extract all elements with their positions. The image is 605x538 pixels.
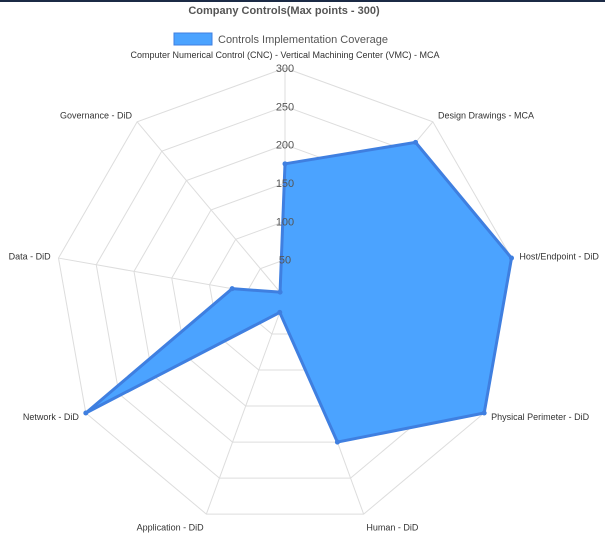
legend-swatch[interactable] — [173, 32, 213, 46]
category-label-8: Governance - DiD — [60, 111, 133, 121]
data-point-4[interactable] — [334, 439, 340, 445]
data-point-0[interactable] — [282, 161, 288, 167]
tick-label-1: 100 — [276, 216, 294, 228]
series-area-0[interactable] — [84, 140, 514, 444]
data-point-8[interactable] — [277, 289, 283, 295]
data-point-2[interactable] — [509, 255, 515, 261]
tick-label-5: 300 — [276, 63, 294, 75]
tick-label-3: 200 — [276, 140, 294, 152]
spoke-8 — [136, 121, 286, 299]
category-label-6: Network - DiD — [23, 412, 80, 422]
legend-label[interactable]: Controls Implementation Coverage — [218, 34, 388, 46]
category-label-3: Physical Perimeter - DiD — [491, 412, 590, 422]
grid-ring-5 — [57, 67, 513, 515]
tick-label-2: 150 — [276, 178, 294, 190]
data-area-layer — [83, 139, 515, 445]
data-point-5[interactable] — [277, 309, 283, 315]
category-label-2: Host/Endpoint - DiD — [519, 252, 599, 262]
legend[interactable]: Controls Implementation Coverage — [173, 32, 388, 46]
data-point-1[interactable] — [413, 139, 419, 145]
data-point-7[interactable] — [229, 286, 235, 292]
header-bar — [0, 0, 605, 2]
category-label-0: Computer Numerical Control (CNC) - Verti… — [130, 50, 439, 60]
category-label-4: Human - DiD — [366, 523, 419, 533]
category-labels: Computer Numerical Control (CNC) - Verti… — [9, 50, 600, 533]
chart-title: Company Controls(Max points - 300) — [188, 5, 380, 17]
radial-ticks: 50 100 150 200 250 300 — [276, 63, 294, 267]
tick-label-4: 250 — [276, 101, 294, 113]
category-label-5: Application - DiD — [137, 523, 205, 533]
spoke-5 — [205, 297, 286, 515]
category-label-1: Design Drawings - MCA — [438, 111, 534, 121]
data-point-6[interactable] — [83, 410, 89, 416]
tick-label-0: 50 — [279, 255, 291, 267]
category-label-7: Data - DiD — [9, 252, 52, 262]
data-point-3[interactable] — [481, 410, 487, 416]
